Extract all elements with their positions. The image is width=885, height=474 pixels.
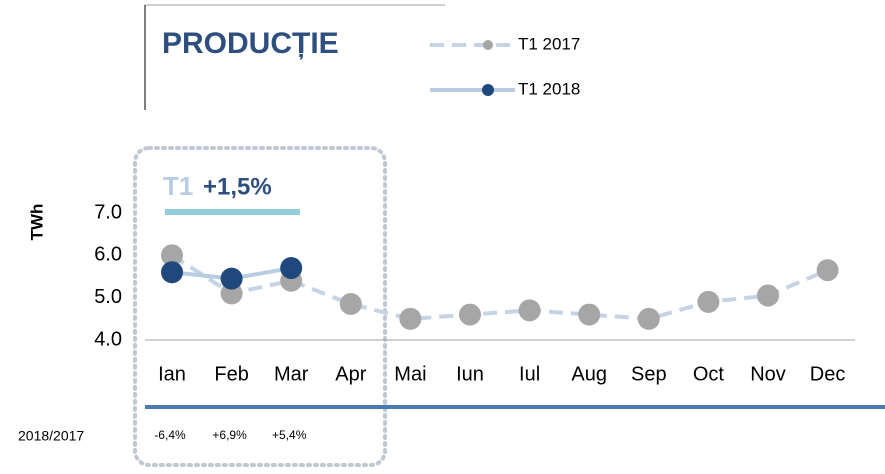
x-tick-label: Dec bbox=[810, 363, 846, 385]
data-point bbox=[161, 244, 183, 267]
y-tick-label: 7.0 bbox=[94, 201, 122, 223]
x-tick-label: Apr bbox=[335, 363, 366, 385]
data-point bbox=[757, 284, 779, 307]
y-tick-label: 5.0 bbox=[94, 286, 122, 308]
y-tick-label: 4.0 bbox=[94, 328, 122, 350]
legend-marker bbox=[482, 84, 494, 96]
series-line bbox=[170, 253, 829, 321]
x-tick-label: Feb bbox=[214, 363, 248, 385]
x-tick-label: Mai bbox=[394, 363, 426, 385]
x-tick-label: Nov bbox=[750, 363, 786, 385]
data-point bbox=[816, 259, 839, 282]
x-tick-label: Iun bbox=[456, 363, 484, 385]
data-point bbox=[399, 307, 422, 330]
x-tick-label: Iul bbox=[519, 363, 540, 385]
x-tick-label: Oct bbox=[693, 363, 725, 385]
y-axis-label: TWh bbox=[27, 204, 46, 241]
chart-title: PRODUCȚIE bbox=[162, 27, 339, 60]
legend-label: T1 2017 bbox=[518, 34, 580, 53]
q1-box bbox=[133, 146, 387, 467]
data-point bbox=[280, 257, 303, 280]
change-value: +5,4% bbox=[272, 428, 307, 442]
x-tick-label: Aug bbox=[571, 363, 607, 385]
data-point bbox=[518, 299, 541, 322]
annotation-label: T1 bbox=[163, 171, 193, 201]
annotation-value: +1,5% bbox=[203, 173, 272, 200]
change-value: -6,4% bbox=[154, 428, 186, 442]
data-point bbox=[459, 303, 481, 326]
data-point bbox=[220, 267, 243, 290]
data-point bbox=[339, 293, 362, 316]
data-point bbox=[637, 307, 660, 330]
legend-label: T1 2018 bbox=[518, 79, 580, 98]
y-tick-label: 6.0 bbox=[94, 244, 122, 266]
change-label: 2018/2017 bbox=[18, 428, 84, 444]
x-tick-label: Ian bbox=[158, 363, 186, 385]
x-tick-label: Mar bbox=[274, 363, 309, 385]
legend-marker bbox=[483, 40, 493, 50]
x-tick-label: Sep bbox=[631, 363, 667, 385]
data-point bbox=[578, 303, 601, 326]
change-value: +6,9% bbox=[212, 428, 247, 442]
data-point bbox=[697, 290, 720, 313]
data-point bbox=[161, 261, 183, 284]
